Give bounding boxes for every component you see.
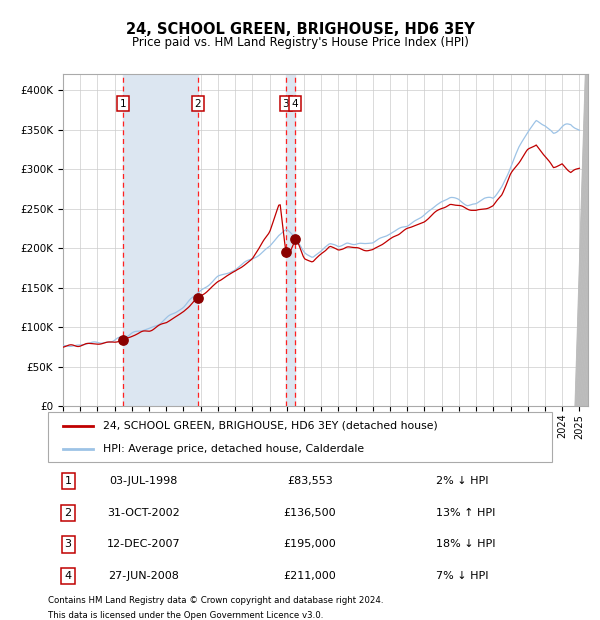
Text: Contains HM Land Registry data © Crown copyright and database right 2024.: Contains HM Land Registry data © Crown c… — [48, 596, 383, 606]
Text: 7% ↓ HPI: 7% ↓ HPI — [436, 571, 488, 581]
FancyBboxPatch shape — [48, 412, 552, 462]
Text: 2: 2 — [65, 508, 72, 518]
Point — [118, 335, 128, 345]
Text: 24, SCHOOL GREEN, BRIGHOUSE, HD6 3EY: 24, SCHOOL GREEN, BRIGHOUSE, HD6 3EY — [125, 22, 475, 37]
Bar — [286, 74, 295, 406]
Text: £136,500: £136,500 — [284, 508, 337, 518]
Text: 1: 1 — [65, 476, 71, 486]
Text: 18% ↓ HPI: 18% ↓ HPI — [436, 539, 496, 549]
Text: £83,553: £83,553 — [287, 476, 333, 486]
Text: 4: 4 — [65, 571, 72, 581]
Point — [193, 293, 203, 303]
Text: 27-JUN-2008: 27-JUN-2008 — [109, 571, 179, 581]
Text: 13% ↑ HPI: 13% ↑ HPI — [436, 508, 496, 518]
Text: 3: 3 — [283, 99, 289, 108]
Text: £211,000: £211,000 — [284, 571, 337, 581]
Text: 3: 3 — [65, 539, 71, 549]
Text: 24, SCHOOL GREEN, BRIGHOUSE, HD6 3EY (detached house): 24, SCHOOL GREEN, BRIGHOUSE, HD6 3EY (de… — [103, 421, 438, 431]
Text: This data is licensed under the Open Government Licence v3.0.: This data is licensed under the Open Gov… — [48, 611, 323, 620]
Text: 31-OCT-2002: 31-OCT-2002 — [107, 508, 180, 518]
Point — [290, 234, 300, 244]
Point — [281, 247, 290, 257]
Text: £195,000: £195,000 — [284, 539, 337, 549]
Text: HPI: Average price, detached house, Calderdale: HPI: Average price, detached house, Cald… — [103, 443, 365, 453]
Text: 12-DEC-2007: 12-DEC-2007 — [107, 539, 181, 549]
Text: 4: 4 — [292, 99, 299, 108]
Text: Price paid vs. HM Land Registry's House Price Index (HPI): Price paid vs. HM Land Registry's House … — [131, 36, 469, 49]
Bar — [123, 74, 198, 406]
Text: 03-JUL-1998: 03-JUL-1998 — [110, 476, 178, 486]
Text: 2: 2 — [194, 99, 201, 108]
Text: 1: 1 — [120, 99, 127, 108]
Text: 2% ↓ HPI: 2% ↓ HPI — [436, 476, 488, 486]
